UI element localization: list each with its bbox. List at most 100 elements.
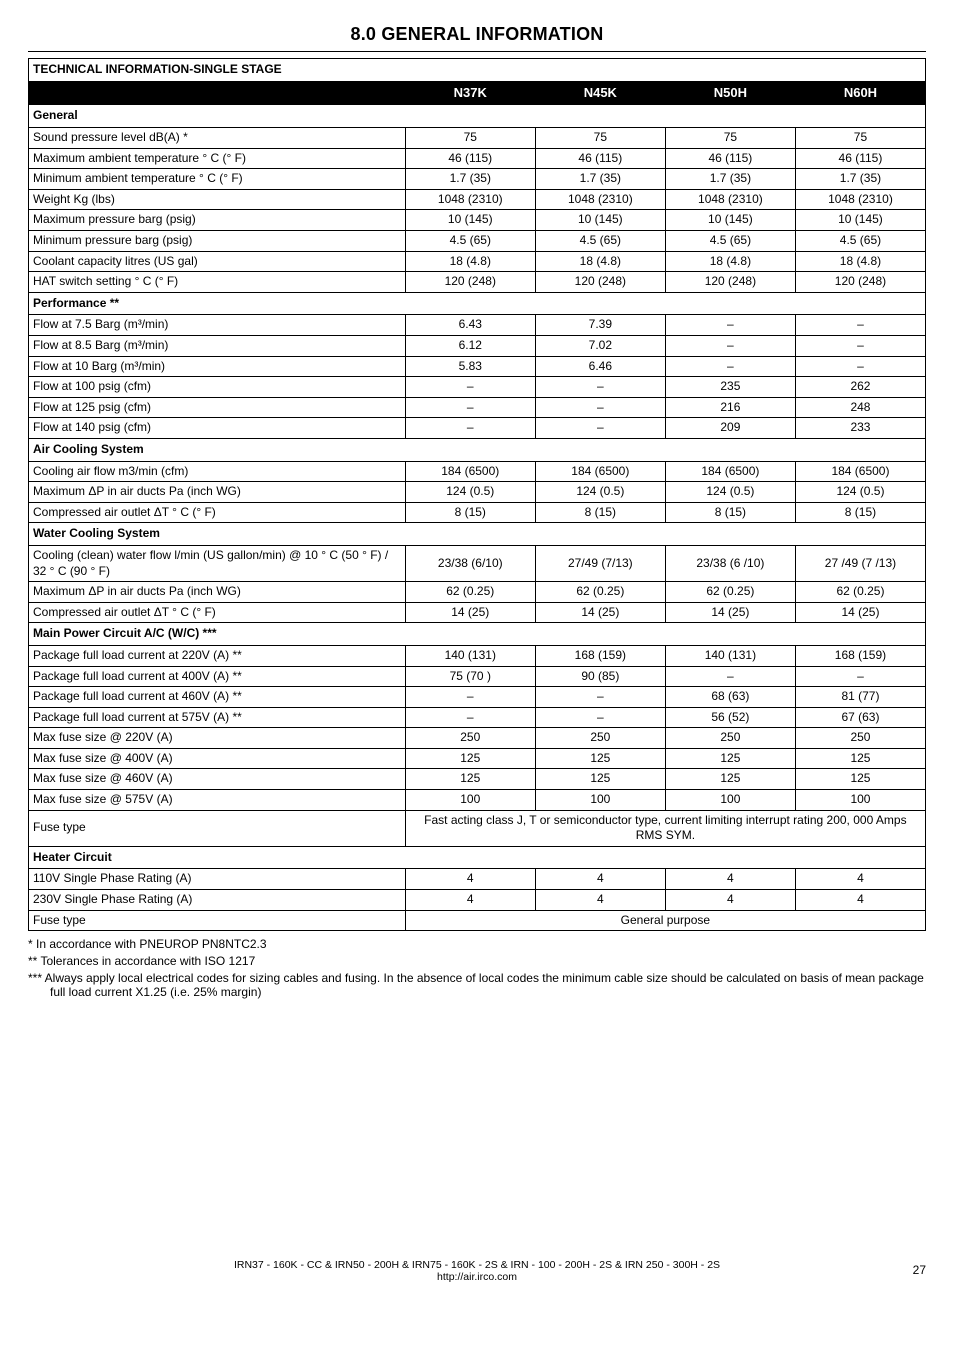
- row-value: 1048 (2310): [795, 189, 925, 210]
- table-title: TECHNICAL INFORMATION-SINGLE STAGE: [29, 59, 926, 82]
- row-label: Flow at 7.5 Barg (m³/min): [29, 315, 406, 336]
- row-value: –: [405, 377, 535, 398]
- table-row: Cooling (clean) water flow l/min (US gal…: [29, 545, 926, 581]
- table-row: Minimum ambient temperature ° C (° F)1.7…: [29, 169, 926, 190]
- row-value: 250: [795, 728, 925, 749]
- row-value: 140 (131): [665, 645, 795, 666]
- row-value: 23/38 (6/10): [405, 545, 535, 581]
- group-header: Performance **: [29, 292, 926, 315]
- table-row: Weight Kg (lbs)1048 (2310)1048 (2310)104…: [29, 189, 926, 210]
- row-value: 125: [795, 748, 925, 769]
- col-header-2: N50H: [665, 81, 795, 105]
- group-header: General: [29, 105, 926, 128]
- row-label: Max fuse size @ 400V (A): [29, 748, 406, 769]
- row-value: 124 (0.5): [795, 482, 925, 503]
- col-header-1: N45K: [535, 81, 665, 105]
- row-value: 10 (145): [665, 210, 795, 231]
- row-label: Minimum pressure barg (psig): [29, 231, 406, 252]
- col-header-blank: [29, 81, 406, 105]
- row-value: 18 (4.8): [535, 251, 665, 272]
- row-value: 4.5 (65): [795, 231, 925, 252]
- footer-line-1: IRN37 - 160K - CC & IRN50 - 200H & IRN75…: [234, 1259, 720, 1271]
- col-header-3: N60H: [795, 81, 925, 105]
- footnote-2: ** Tolerances in accordance with ISO 121…: [28, 954, 926, 968]
- row-value: –: [405, 707, 535, 728]
- row-value: 62 (0.25): [665, 582, 795, 603]
- table-row: Fuse typeGeneral purpose: [29, 910, 926, 931]
- row-label: Package full load current at 220V (A) **: [29, 645, 406, 666]
- row-label: Compressed air outlet ΔT ° C (° F): [29, 602, 406, 623]
- row-value: –: [665, 356, 795, 377]
- row-value: 262: [795, 377, 925, 398]
- row-value: –: [665, 666, 795, 687]
- row-value: 14 (25): [795, 602, 925, 623]
- row-value: 75: [405, 128, 535, 149]
- row-value: –: [535, 707, 665, 728]
- row-label: Maximum ambient temperature ° C (° F): [29, 148, 406, 169]
- row-value: 184 (6500): [665, 461, 795, 482]
- row-value: 14 (25): [535, 602, 665, 623]
- row-label: Maximum ΔP in air ducts Pa (inch WG): [29, 482, 406, 503]
- row-value: 27/49 (7/13): [535, 545, 665, 581]
- row-value: 120 (248): [665, 272, 795, 293]
- table-row: 230V Single Phase Rating (A)4444: [29, 890, 926, 911]
- row-value: 46 (115): [665, 148, 795, 169]
- row-value: 184 (6500): [535, 461, 665, 482]
- row-value: 233: [795, 418, 925, 439]
- row-value: 8 (15): [405, 502, 535, 523]
- row-span-value: General purpose: [405, 910, 925, 931]
- title-rule: [28, 51, 926, 52]
- row-label: Flow at 125 psig (cfm): [29, 397, 406, 418]
- row-label: 110V Single Phase Rating (A): [29, 869, 406, 890]
- row-value: 62 (0.25): [405, 582, 535, 603]
- table-row: Max fuse size @ 220V (A)250250250250: [29, 728, 926, 749]
- row-value: 10 (145): [405, 210, 535, 231]
- row-value: 100: [535, 790, 665, 811]
- table-row: HAT switch setting ° C (° F)120 (248)120…: [29, 272, 926, 293]
- row-value: 184 (6500): [405, 461, 535, 482]
- col-header-0: N37K: [405, 81, 535, 105]
- row-value: 7.39: [535, 315, 665, 336]
- footnote-3: *** Always apply local electrical codes …: [28, 971, 926, 999]
- row-value: 250: [535, 728, 665, 749]
- row-value: –: [795, 315, 925, 336]
- row-value: 62 (0.25): [795, 582, 925, 603]
- row-value: –: [665, 336, 795, 357]
- table-row: Maximum ambient temperature ° C (° F) 46 …: [29, 148, 926, 169]
- row-value: 120 (248): [795, 272, 925, 293]
- row-value: 168 (159): [795, 645, 925, 666]
- row-value: 75: [665, 128, 795, 149]
- table-row: Cooling air flow m3/min (cfm)184 (6500)1…: [29, 461, 926, 482]
- row-value: 18 (4.8): [405, 251, 535, 272]
- row-value: 216: [665, 397, 795, 418]
- section-title: 8.0 GENERAL INFORMATION: [28, 24, 926, 45]
- row-value: 250: [405, 728, 535, 749]
- row-value: 125: [405, 748, 535, 769]
- table-row: Fuse typeFast acting class J, T or semic…: [29, 810, 926, 846]
- row-value: 100: [405, 790, 535, 811]
- table-row: Max fuse size @ 400V (A)125125125125: [29, 748, 926, 769]
- row-value: 100: [665, 790, 795, 811]
- row-value: 8 (15): [795, 502, 925, 523]
- row-value: 56 (52): [665, 707, 795, 728]
- group-header: Heater Circuit: [29, 846, 926, 869]
- row-value: 4.5 (65): [665, 231, 795, 252]
- row-value: 75: [795, 128, 925, 149]
- row-label: Compressed air outlet ΔT ° C (° F): [29, 502, 406, 523]
- row-value: 1048 (2310): [405, 189, 535, 210]
- row-value: 248: [795, 397, 925, 418]
- table-row: Coolant capacity litres (US gal)18 (4.8)…: [29, 251, 926, 272]
- row-value: 184 (6500): [795, 461, 925, 482]
- row-value: 4: [535, 869, 665, 890]
- page-number: 27: [913, 1263, 926, 1277]
- row-value: –: [535, 687, 665, 708]
- row-value: 1.7 (35): [535, 169, 665, 190]
- row-label: Fuse type: [29, 910, 406, 931]
- table-row: 110V Single Phase Rating (A)4444: [29, 869, 926, 890]
- row-label: Package full load current at 400V (A) **: [29, 666, 406, 687]
- row-value: –: [405, 418, 535, 439]
- table-row: Compressed air outlet ΔT ° C (° F) 14 (25…: [29, 602, 926, 623]
- table-row: Flow at 10 Barg (m³/min)5.836.46––: [29, 356, 926, 377]
- row-value: 168 (159): [535, 645, 665, 666]
- row-label: Flow at 8.5 Barg (m³/min): [29, 336, 406, 357]
